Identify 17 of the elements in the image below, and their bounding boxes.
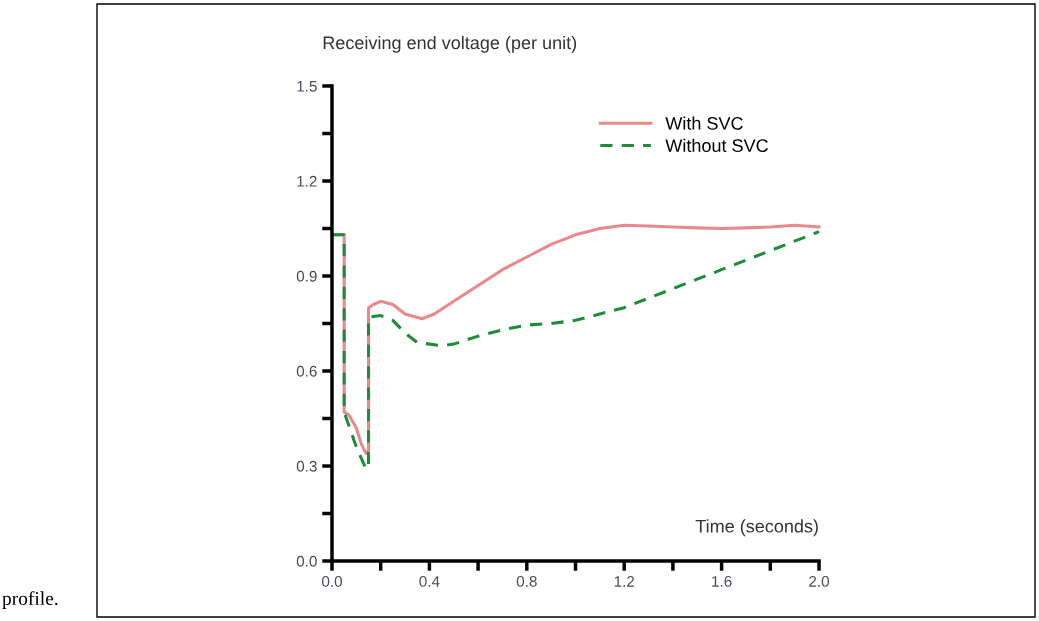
y-tick-label: 0.0 <box>296 555 317 567</box>
text: profile. <box>2 591 58 609</box>
x-tick-label: 1.6 <box>712 575 732 587</box>
x-tick-label: 0.0 <box>321 575 343 587</box>
legend-label: Without SVC <box>665 138 768 153</box>
y-tick-label: 0.9 <box>296 270 317 282</box>
legend-label: With SVC <box>665 116 743 130</box>
x-tick-label: 1.2 <box>614 575 635 587</box>
y-tick-label: 0.6 <box>296 365 317 377</box>
x-tick-label: 2.0 <box>809 575 830 587</box>
y-axis-title: Receiving end voltage (per unit) <box>323 35 577 53</box>
y-tick-label: 1.5 <box>297 81 317 92</box>
x-axis-title: Time (seconds) <box>695 519 818 537</box>
y-tick-label: 1.2 <box>297 175 317 187</box>
x-tick-label: 0.4 <box>419 575 440 587</box>
y-tick-label: 0.3 <box>296 460 317 472</box>
x-tick-label: 0.8 <box>516 575 537 587</box>
